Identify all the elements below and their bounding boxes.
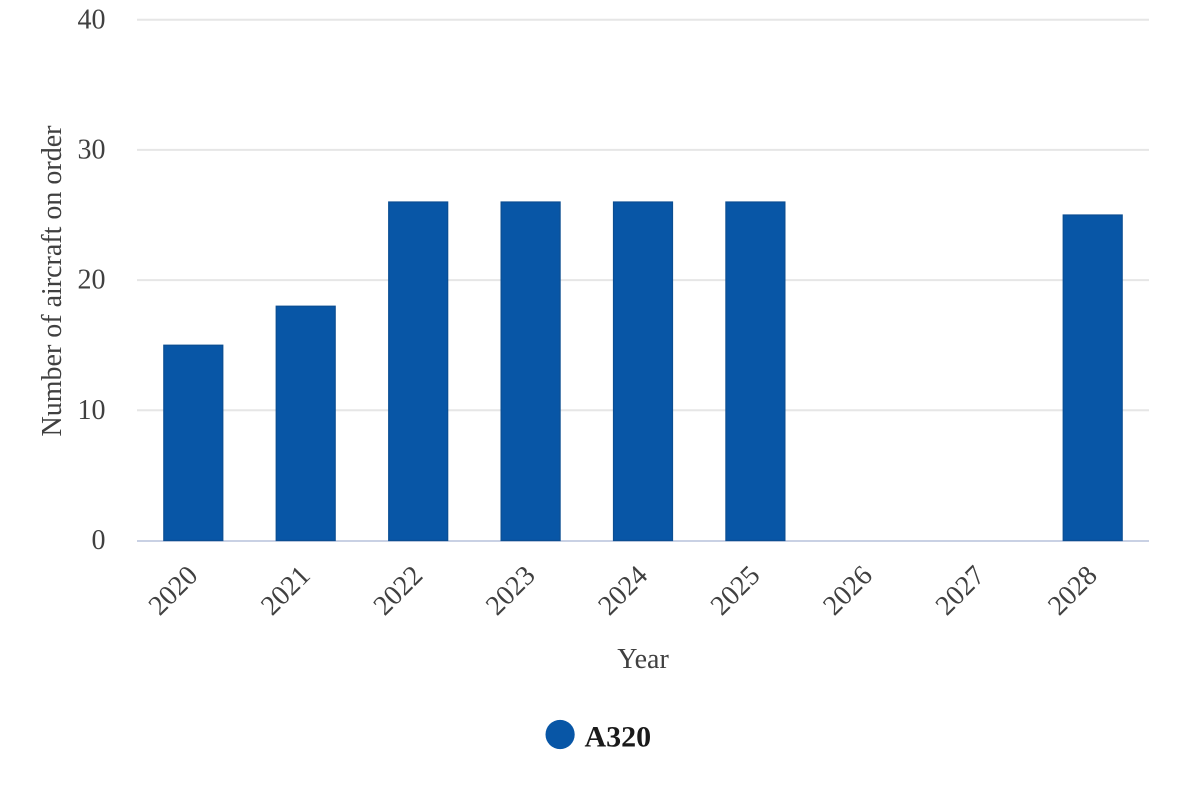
svg-text:20: 20 xyxy=(78,265,106,296)
svg-text:30: 30 xyxy=(78,135,106,166)
svg-text:0: 0 xyxy=(92,525,106,556)
svg-text:A320: A320 xyxy=(585,721,652,754)
svg-text:10: 10 xyxy=(78,395,106,426)
svg-text:Year: Year xyxy=(617,644,669,675)
svg-text:40: 40 xyxy=(78,4,106,35)
svg-text:Number of aircraft on order: Number of aircraft on order xyxy=(37,125,68,437)
